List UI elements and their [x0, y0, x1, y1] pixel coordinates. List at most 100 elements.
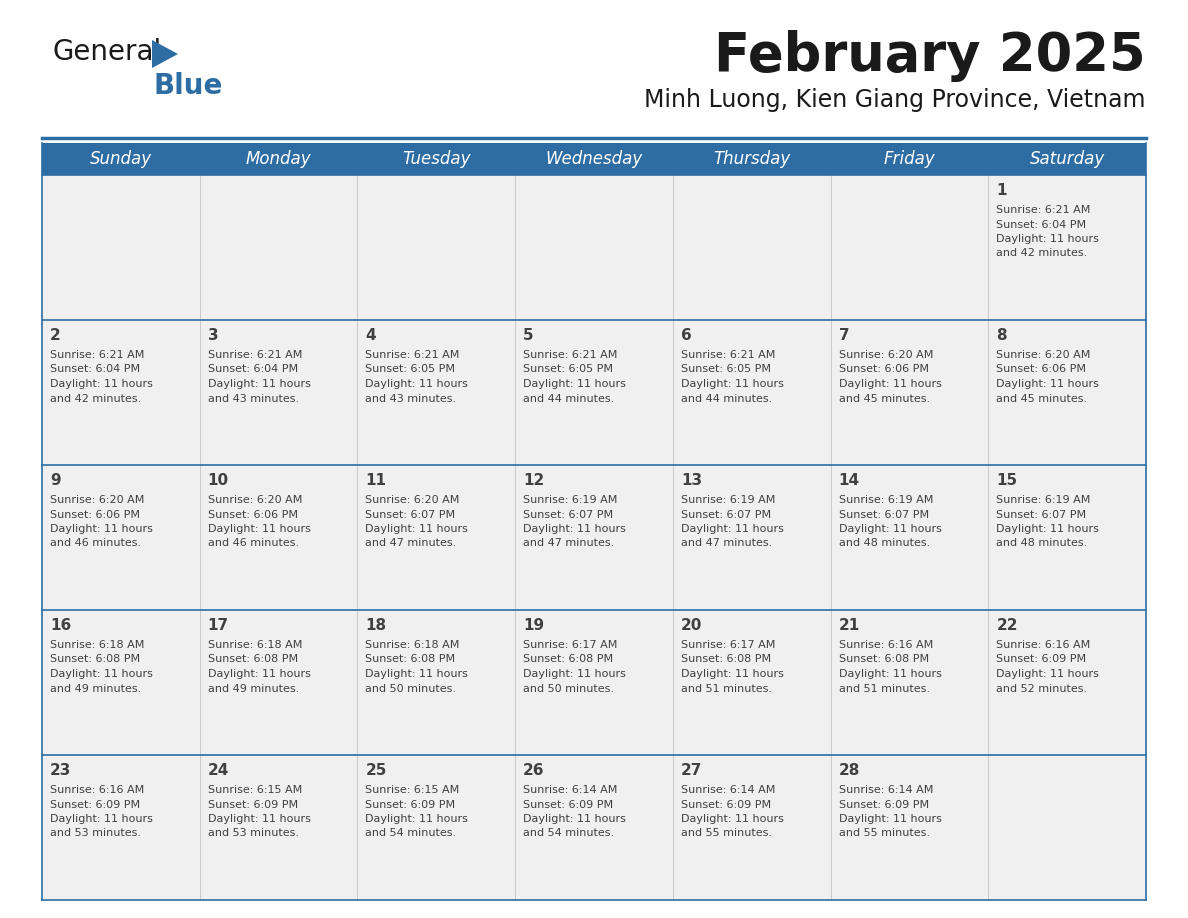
Text: and 43 minutes.: and 43 minutes.	[208, 394, 299, 404]
Text: Sunset: 6:09 PM: Sunset: 6:09 PM	[50, 800, 140, 810]
Text: Daylight: 11 hours: Daylight: 11 hours	[50, 379, 153, 389]
Text: and 42 minutes.: and 42 minutes.	[50, 394, 141, 404]
Text: 11: 11	[366, 473, 386, 488]
Text: Daylight: 11 hours: Daylight: 11 hours	[681, 379, 784, 389]
Text: and 48 minutes.: and 48 minutes.	[997, 539, 1087, 548]
Bar	[988, 610, 1146, 755]
Bar	[358, 610, 516, 755]
Text: Sunrise: 6:21 AM: Sunrise: 6:21 AM	[523, 350, 618, 360]
Bar	[200, 175, 358, 320]
Text: February 2025: February 2025	[714, 30, 1146, 82]
Bar	[830, 143, 988, 175]
Text: General: General	[52, 38, 162, 66]
Text: and 46 minutes.: and 46 minutes.	[50, 539, 141, 548]
Text: Daylight: 11 hours: Daylight: 11 hours	[208, 814, 310, 824]
Text: Daylight: 11 hours: Daylight: 11 hours	[997, 669, 1099, 679]
Bar	[988, 320, 1146, 465]
Text: Minh Luong, Kien Giang Province, Vietnam: Minh Luong, Kien Giang Province, Vietnam	[645, 88, 1146, 112]
Text: 23: 23	[50, 763, 71, 778]
Text: Sunrise: 6:19 AM: Sunrise: 6:19 AM	[839, 495, 933, 505]
Text: Daylight: 11 hours: Daylight: 11 hours	[523, 379, 626, 389]
Text: Daylight: 11 hours: Daylight: 11 hours	[208, 524, 310, 534]
Bar	[830, 610, 988, 755]
Text: Sunset: 6:06 PM: Sunset: 6:06 PM	[839, 364, 929, 375]
Text: Daylight: 11 hours: Daylight: 11 hours	[681, 669, 784, 679]
Text: Sunset: 6:07 PM: Sunset: 6:07 PM	[681, 509, 771, 520]
Text: Daylight: 11 hours: Daylight: 11 hours	[50, 524, 153, 534]
Text: 21: 21	[839, 618, 860, 633]
Text: Sunrise: 6:18 AM: Sunrise: 6:18 AM	[208, 640, 302, 650]
Bar	[830, 755, 988, 900]
Text: Sunset: 6:09 PM: Sunset: 6:09 PM	[208, 800, 298, 810]
Text: Sunset: 6:06 PM: Sunset: 6:06 PM	[208, 509, 298, 520]
Bar	[672, 320, 830, 465]
Text: Sunset: 6:09 PM: Sunset: 6:09 PM	[681, 800, 771, 810]
Text: 1: 1	[997, 183, 1006, 198]
Text: 18: 18	[366, 618, 386, 633]
Bar	[358, 143, 516, 175]
Text: 4: 4	[366, 328, 377, 343]
Text: Sunrise: 6:16 AM: Sunrise: 6:16 AM	[50, 785, 144, 795]
Text: Sunrise: 6:20 AM: Sunrise: 6:20 AM	[208, 495, 302, 505]
Text: Sunrise: 6:16 AM: Sunrise: 6:16 AM	[997, 640, 1091, 650]
Text: Sunrise: 6:18 AM: Sunrise: 6:18 AM	[50, 640, 145, 650]
Bar	[358, 175, 516, 320]
Text: and 44 minutes.: and 44 minutes.	[681, 394, 772, 404]
Text: 12: 12	[523, 473, 544, 488]
Text: Daylight: 11 hours: Daylight: 11 hours	[839, 669, 941, 679]
Text: 9: 9	[50, 473, 61, 488]
Text: Daylight: 11 hours: Daylight: 11 hours	[997, 234, 1099, 244]
Bar	[516, 175, 672, 320]
Text: and 49 minutes.: and 49 minutes.	[50, 684, 141, 693]
Text: Sunset: 6:07 PM: Sunset: 6:07 PM	[997, 509, 1086, 520]
Text: Daylight: 11 hours: Daylight: 11 hours	[839, 524, 941, 534]
Text: and 55 minutes.: and 55 minutes.	[839, 829, 929, 838]
Text: 28: 28	[839, 763, 860, 778]
Bar	[516, 465, 672, 610]
Text: 3: 3	[208, 328, 219, 343]
Text: Sunrise: 6:21 AM: Sunrise: 6:21 AM	[997, 205, 1091, 215]
Bar	[672, 143, 830, 175]
Text: Sunrise: 6:17 AM: Sunrise: 6:17 AM	[523, 640, 618, 650]
Polygon shape	[152, 40, 178, 68]
Bar	[200, 610, 358, 755]
Bar	[672, 610, 830, 755]
Text: 2: 2	[50, 328, 61, 343]
Text: 26: 26	[523, 763, 544, 778]
Text: 15: 15	[997, 473, 1017, 488]
Bar	[516, 320, 672, 465]
Text: Sunset: 6:09 PM: Sunset: 6:09 PM	[997, 655, 1086, 665]
Text: Daylight: 11 hours: Daylight: 11 hours	[523, 524, 626, 534]
Bar	[42, 755, 200, 900]
Bar	[42, 610, 200, 755]
Text: Sunrise: 6:20 AM: Sunrise: 6:20 AM	[50, 495, 145, 505]
Text: Daylight: 11 hours: Daylight: 11 hours	[208, 669, 310, 679]
Bar	[830, 175, 988, 320]
Text: Thursday: Thursday	[713, 150, 790, 168]
Bar	[42, 465, 200, 610]
Text: Sunset: 6:07 PM: Sunset: 6:07 PM	[523, 509, 613, 520]
Text: 17: 17	[208, 618, 229, 633]
Text: and 44 minutes.: and 44 minutes.	[523, 394, 614, 404]
Text: and 42 minutes.: and 42 minutes.	[997, 249, 1087, 259]
Text: 10: 10	[208, 473, 229, 488]
Bar	[988, 755, 1146, 900]
Text: Sunset: 6:04 PM: Sunset: 6:04 PM	[997, 219, 1086, 230]
Text: 16: 16	[50, 618, 71, 633]
Text: Sunday: Sunday	[90, 150, 152, 168]
Text: Sunrise: 6:19 AM: Sunrise: 6:19 AM	[681, 495, 776, 505]
Text: Friday: Friday	[884, 150, 935, 168]
Text: and 47 minutes.: and 47 minutes.	[681, 539, 772, 548]
Bar	[988, 143, 1146, 175]
Text: Sunrise: 6:15 AM: Sunrise: 6:15 AM	[208, 785, 302, 795]
Text: Sunrise: 6:20 AM: Sunrise: 6:20 AM	[839, 350, 933, 360]
Text: Daylight: 11 hours: Daylight: 11 hours	[208, 379, 310, 389]
Text: Sunrise: 6:20 AM: Sunrise: 6:20 AM	[366, 495, 460, 505]
Text: Daylight: 11 hours: Daylight: 11 hours	[681, 524, 784, 534]
Text: Daylight: 11 hours: Daylight: 11 hours	[839, 379, 941, 389]
Text: Daylight: 11 hours: Daylight: 11 hours	[366, 814, 468, 824]
Text: Sunset: 6:08 PM: Sunset: 6:08 PM	[50, 655, 140, 665]
Bar	[516, 610, 672, 755]
Text: Sunrise: 6:21 AM: Sunrise: 6:21 AM	[681, 350, 776, 360]
Text: Sunset: 6:09 PM: Sunset: 6:09 PM	[839, 800, 929, 810]
